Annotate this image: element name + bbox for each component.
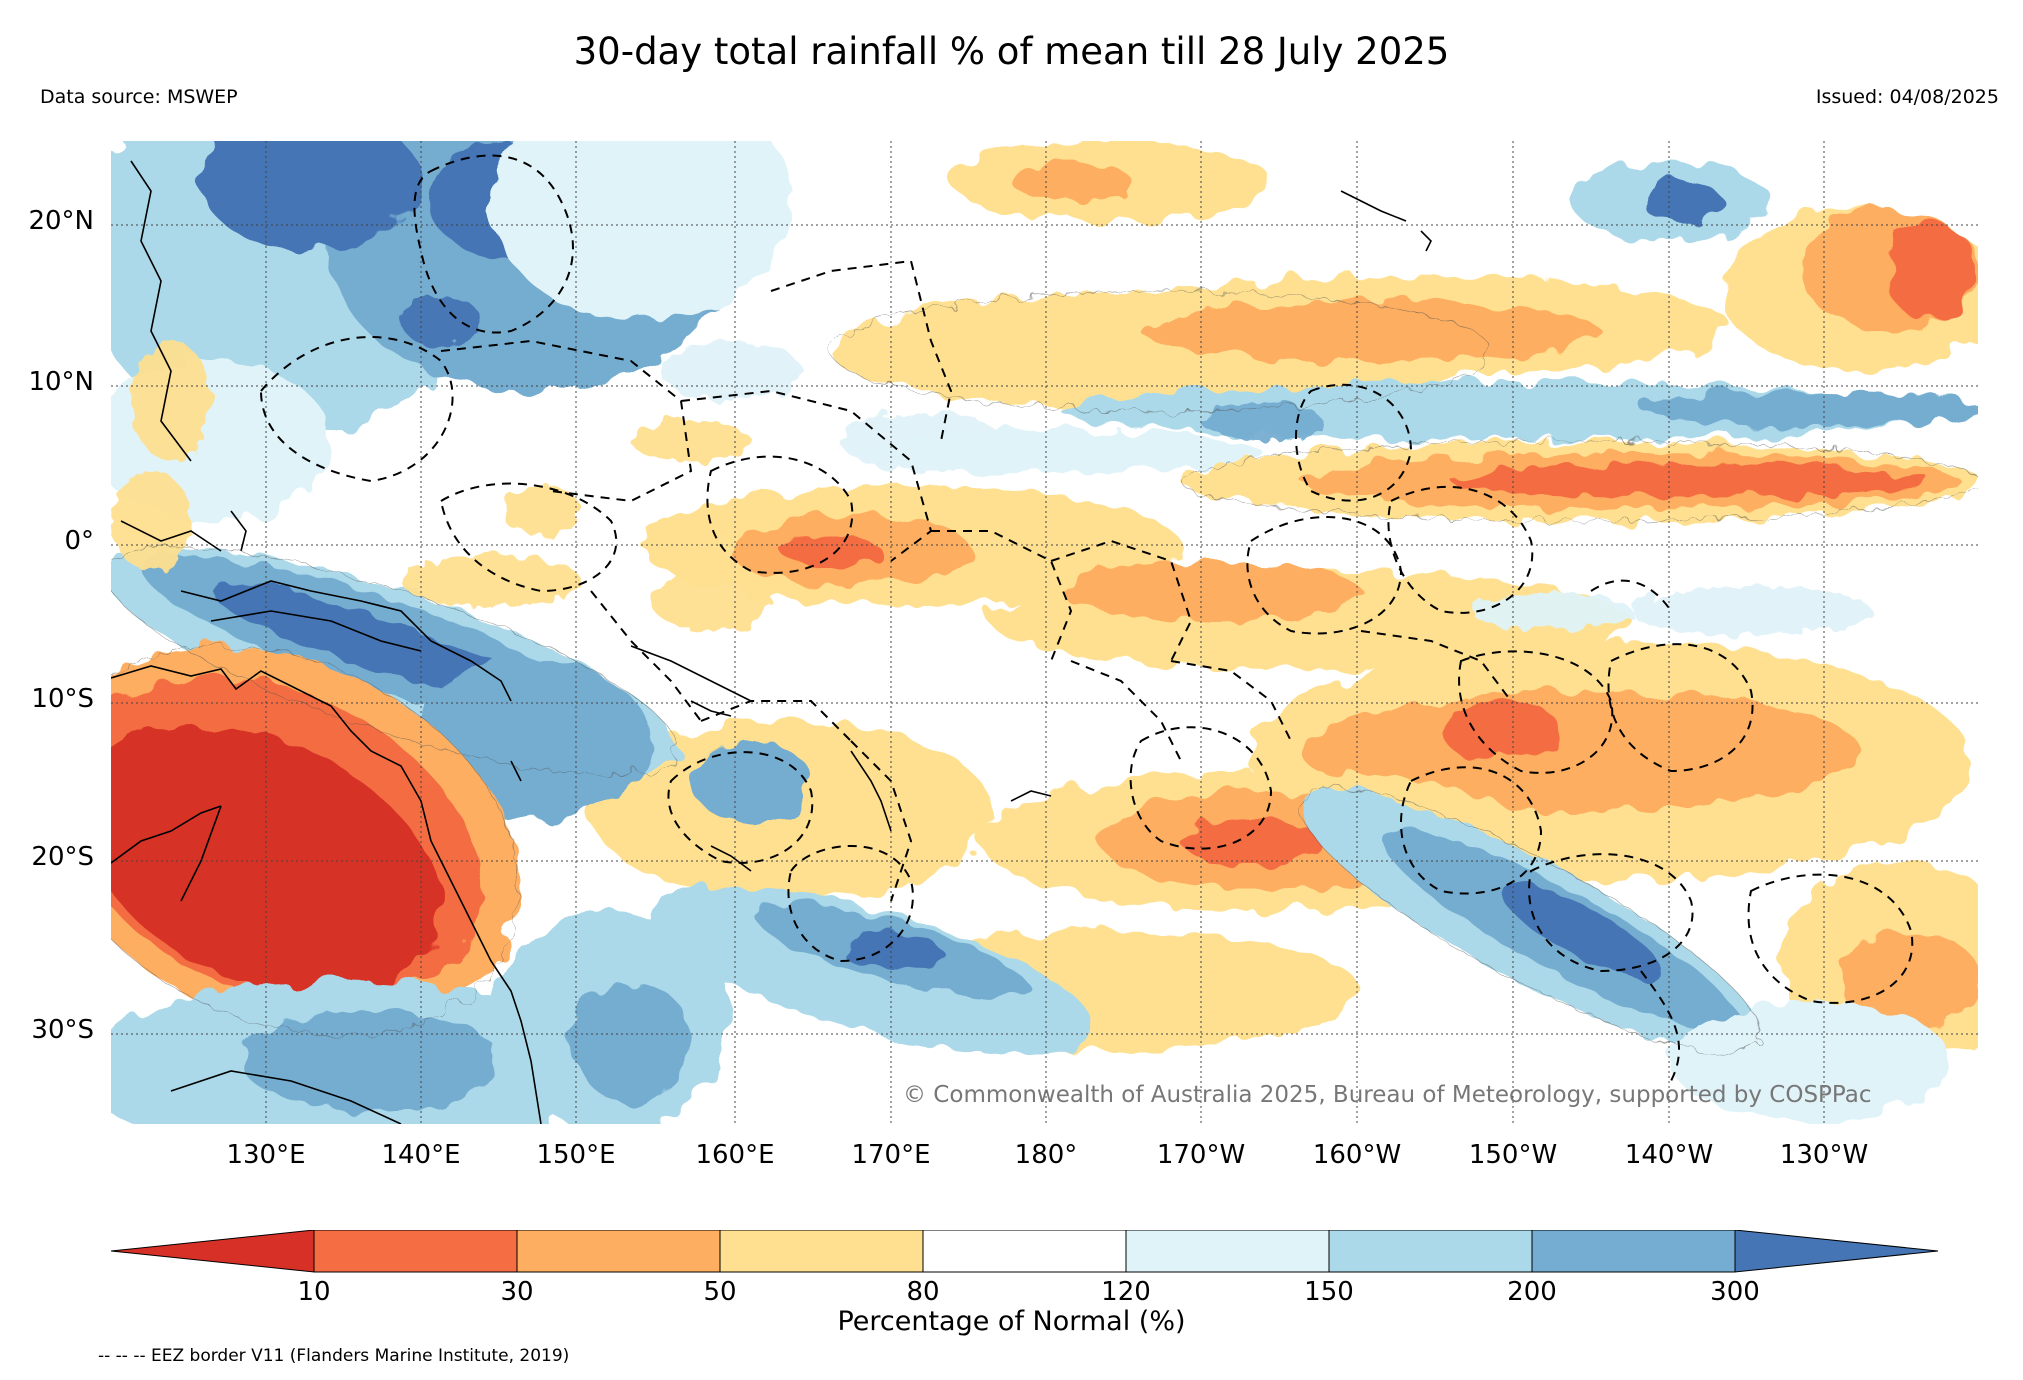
- colorbar-tick-50: 50: [703, 1277, 737, 1307]
- colorbar-segment-200-300: [1531, 1230, 1736, 1273]
- lon-label-170e: 170°E: [851, 1140, 931, 1170]
- map-title: 30-day total rainfall % of mean till 28 …: [573, 30, 1450, 73]
- lat-label-30s: 30°S: [31, 1015, 94, 1045]
- colorbar-segment-150-200: [1328, 1230, 1533, 1273]
- lon-label-180: 180°: [1014, 1140, 1078, 1170]
- lon-label-150w: 150°W: [1468, 1140, 1558, 1170]
- lon-label-140w: 140°W: [1624, 1140, 1714, 1170]
- lon-label-160e: 160°E: [695, 1140, 775, 1170]
- graticule: [111, 141, 1978, 1124]
- rainfall-patch-layer: [111, 296, 1871, 636]
- copyright-notice: © Commonwealth of Australia 2025, Bureau…: [903, 1082, 1872, 1108]
- lat-label-equator: 0°: [64, 526, 94, 556]
- colorbar-tick-10: 10: [297, 1277, 331, 1307]
- lon-label-160w: 160°W: [1312, 1140, 1402, 1170]
- lat-label-20s: 20°S: [31, 842, 94, 872]
- colorbar-tick-150: 150: [1304, 1277, 1354, 1307]
- colorbar-segment-120-150: [1125, 1230, 1330, 1273]
- colorbar-segment-80-120: [922, 1230, 1127, 1273]
- lat-label-20n: 20°N: [28, 206, 94, 236]
- colorbar-tick-200: 200: [1507, 1277, 1557, 1307]
- lat-label-10n: 10°N: [28, 367, 94, 397]
- contour-lines: [111, 290, 1978, 1055]
- colorbar-tick-80: 80: [906, 1277, 940, 1307]
- eez-borders: [259, 154, 1914, 1082]
- colorbar-segment-gt300: [1734, 1230, 1939, 1273]
- colorbar-segment-50-80: [719, 1230, 924, 1273]
- eez-legend-note: -- -- -- EEZ border V11 (Flanders Marine…: [98, 1346, 570, 1366]
- colorbar: [111, 1230, 1939, 1273]
- colorbar-segment-lt10: [111, 1230, 315, 1273]
- coastlines: [111, 160, 1432, 1124]
- colorbar-segment-10-30: [313, 1230, 518, 1273]
- lon-label-150e: 150°E: [536, 1140, 616, 1170]
- colorbar-tick-300: 300: [1710, 1277, 1760, 1307]
- colorbar-tick-120: 120: [1101, 1277, 1151, 1307]
- lon-label-140e: 140°E: [381, 1140, 461, 1170]
- colorbar-tick-30: 30: [500, 1277, 534, 1307]
- data-source: Data source: MSWEP: [40, 86, 238, 108]
- lon-label-170w: 170°W: [1156, 1140, 1246, 1170]
- rainfall-map[interactable]: [111, 141, 1978, 1124]
- lon-label-130e: 130°E: [226, 1140, 306, 1170]
- map-frame: [111, 141, 1978, 1124]
- colorbar-label: Percentage of Normal (%): [837, 1306, 1186, 1337]
- colorbar-segment-30-50: [516, 1230, 721, 1273]
- issued-date: Issued: 04/08/2025: [1815, 86, 1999, 108]
- lat-label-10s: 10°S: [31, 684, 94, 714]
- lon-label-130w: 130°W: [1779, 1140, 1869, 1170]
